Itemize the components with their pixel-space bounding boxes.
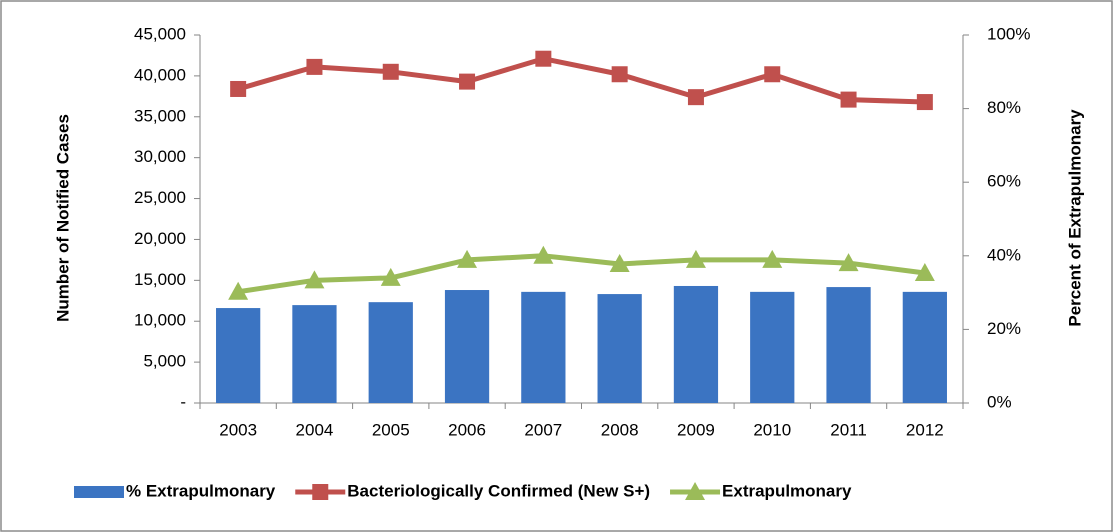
y-tick-label: - [180,392,186,411]
y2-axis-title: Percent of Extrapulmonary [1065,109,1084,327]
x-tick-label: 2011 [830,420,867,439]
bar [216,308,261,403]
line-marker [533,245,554,264]
x-tick-label: 2012 [906,420,944,439]
line-marker [764,66,781,83]
legend-label: % Extrapulmonary [126,481,276,500]
line-marker [380,267,401,286]
legend-swatch [74,486,124,498]
y-tick-label: 25,000 [134,188,186,207]
line-marker [762,249,783,268]
y-axis-title: Number of Notified Cases [53,114,72,322]
x-tick-label: 2006 [448,420,486,439]
legend-marker [685,482,706,500]
line-marker [306,58,323,75]
x-tick-label: 2009 [677,420,715,439]
y2-tick-label: 80% [987,98,1021,117]
line-marker [685,249,706,268]
line-marker [838,253,859,272]
line [237,253,926,295]
y2-tick-label: 60% [987,172,1021,191]
y-tick-label: 35,000 [134,106,186,125]
x-tick-label: 2008 [601,420,639,439]
line-marker [687,89,704,106]
line [237,56,925,105]
line-marker [535,50,552,67]
y-tick-label: 30,000 [134,147,186,166]
x-tick-label: 2005 [372,420,410,439]
y-tick-label: 40,000 [134,65,186,84]
y-tick-label: 15,000 [134,270,186,289]
y2-tick-label: 100% [987,24,1030,43]
bar [902,291,947,403]
line-marker [230,80,247,97]
bar [292,305,337,403]
line-marker [457,249,478,268]
y-tick-label: 20,000 [134,229,186,248]
line-marker [840,91,857,108]
y2-tick-label: 20% [987,319,1021,338]
y2-tick-label: 0% [987,392,1012,411]
x-tick-label: 2003 [219,420,257,439]
y-tick-label: 10,000 [134,311,186,330]
bar [750,291,795,403]
bar [597,294,642,403]
line-marker [304,270,325,289]
line-marker [914,262,935,281]
x-tick-label: 2010 [753,420,791,439]
legend-marker [312,484,329,500]
line-marker [916,94,933,111]
line-marker [609,253,630,272]
x-tick-label: 2007 [524,420,562,439]
line-marker [459,73,476,90]
y-tick-label: 5,000 [143,352,186,371]
legend-label: Extrapulmonary [722,481,852,500]
line-marker [228,281,249,300]
y-tick-label: 45,000 [134,24,186,43]
bar [521,291,566,403]
bar [826,287,871,403]
legend-label: Bacteriologically Confirmed (New S+) [347,481,650,500]
bar [368,302,413,403]
bar [444,290,490,403]
line-marker [382,63,399,80]
y2-tick-label: 40% [987,245,1021,264]
bar [673,285,719,403]
line-marker [611,66,628,83]
x-tick-label: 2004 [296,420,334,439]
